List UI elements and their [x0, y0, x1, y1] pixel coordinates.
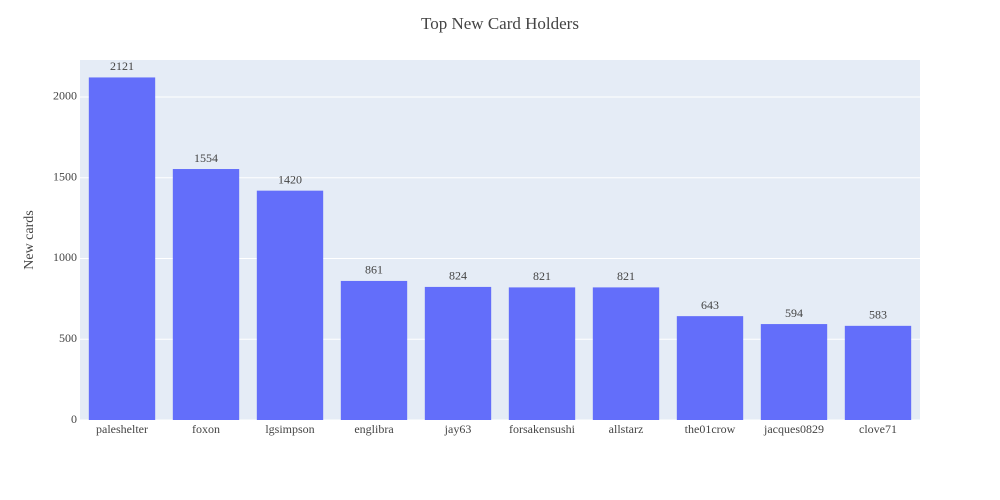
y-axis-title: New cards	[22, 210, 37, 269]
data-label: 594	[785, 306, 803, 320]
bar	[844, 325, 912, 420]
x-tick-label: lgsimpson	[265, 422, 314, 436]
bar	[172, 169, 240, 420]
x-tick-label: paleshelter	[96, 422, 148, 436]
y-tick-label: 1000	[53, 250, 77, 264]
bar	[340, 280, 408, 420]
data-label: 861	[365, 263, 383, 277]
x-tick-label: jay63	[444, 422, 472, 436]
bar	[508, 287, 576, 420]
x-tick-label: jacques0829	[763, 422, 824, 436]
data-label: 643	[701, 298, 719, 312]
bar	[88, 77, 156, 420]
x-tick-label: englibra	[354, 422, 394, 436]
x-tick-label: foxon	[192, 422, 220, 436]
y-tick-label: 2000	[53, 89, 77, 103]
bar	[760, 324, 828, 420]
data-label: 2121	[110, 59, 134, 73]
data-label: 821	[533, 269, 551, 283]
bar	[676, 316, 744, 420]
x-tick-label: allstarz	[609, 422, 644, 436]
x-tick-label: the01crow	[685, 422, 736, 436]
bar	[424, 286, 492, 420]
y-tick-label: 0	[71, 412, 77, 426]
data-label: 583	[869, 308, 887, 322]
bar	[256, 190, 324, 420]
y-tick-label: 500	[59, 331, 77, 345]
x-tick-label: forsakensushi	[509, 422, 576, 436]
y-tick-label: 1500	[53, 169, 77, 183]
data-label: 1554	[194, 151, 218, 165]
bar	[592, 287, 660, 420]
chart-title: Top New Card Holders	[421, 14, 579, 33]
data-label: 821	[617, 269, 635, 283]
x-tick-label: clove71	[859, 422, 897, 436]
data-label: 1420	[278, 172, 302, 186]
data-label: 824	[449, 269, 467, 283]
